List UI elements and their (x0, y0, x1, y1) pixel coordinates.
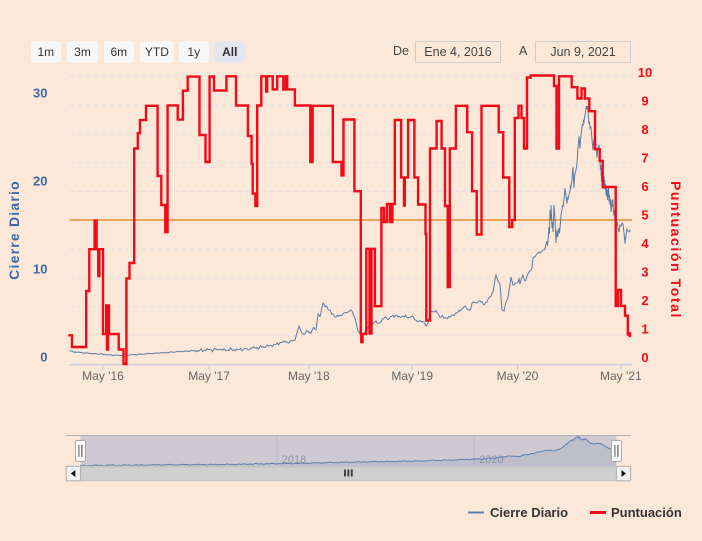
svg-text:6: 6 (641, 179, 648, 194)
svg-text:4: 4 (641, 236, 649, 251)
svg-text:30: 30 (33, 86, 47, 101)
svg-text:May '20: May '20 (497, 369, 539, 383)
svg-text:May '21: May '21 (600, 369, 642, 383)
svg-text:0: 0 (40, 350, 47, 365)
svg-text:Cierre Diario: Cierre Diario (6, 180, 22, 280)
svg-text:Cierre Diario: Cierre Diario (490, 505, 568, 520)
svg-text:7: 7 (641, 151, 648, 166)
svg-text:0: 0 (641, 350, 648, 365)
svg-text:Puntuación Total: Puntuación Total (668, 181, 684, 319)
svg-text:9: 9 (641, 94, 648, 109)
svg-text:May '18: May '18 (288, 369, 330, 383)
svg-text:10: 10 (33, 262, 47, 277)
svg-text:1: 1 (641, 321, 648, 336)
svg-text:3: 3 (641, 264, 648, 279)
svg-text:20: 20 (33, 174, 47, 189)
svg-text:8: 8 (641, 122, 648, 137)
svg-text:2: 2 (641, 293, 648, 308)
svg-text:10: 10 (638, 65, 652, 80)
svg-text:May '17: May '17 (188, 369, 230, 383)
svg-text:May '19: May '19 (391, 369, 433, 383)
svg-text:2020: 2020 (479, 454, 503, 466)
svg-text:5: 5 (641, 208, 648, 223)
svg-text:May '16: May '16 (82, 369, 124, 383)
svg-text:Puntuación: Puntuación (611, 505, 682, 520)
